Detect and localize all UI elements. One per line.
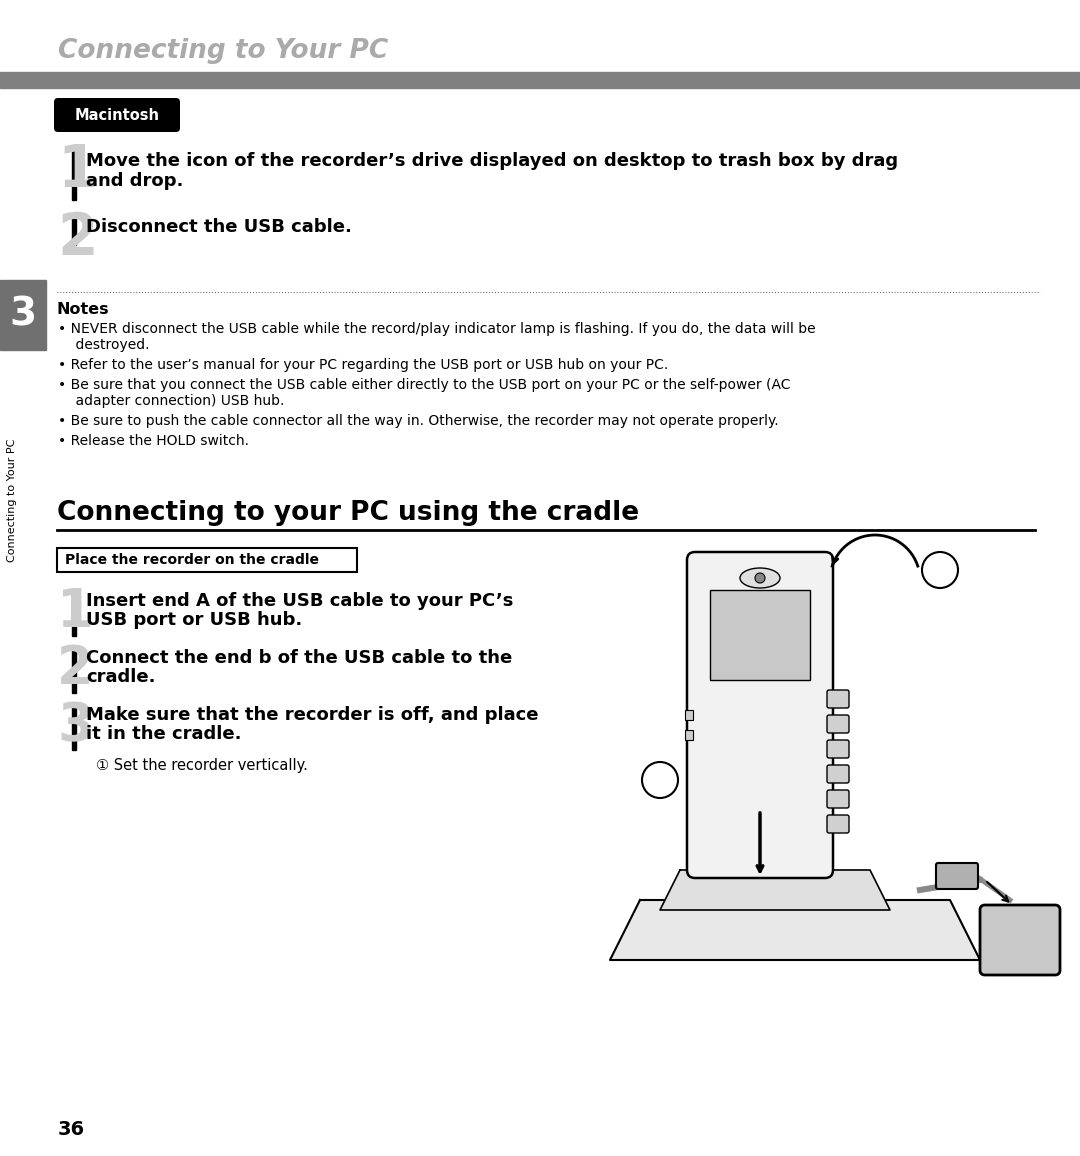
Text: 36: 36: [58, 1120, 85, 1139]
Text: Make sure that the recorder is off, and place: Make sure that the recorder is off, and …: [86, 706, 539, 724]
Circle shape: [642, 762, 678, 798]
Text: • Be sure that you connect the USB cable either directly to the USB port on your: • Be sure that you connect the USB cable…: [58, 378, 791, 392]
Text: Connecting to your PC using the cradle: Connecting to your PC using the cradle: [57, 501, 639, 526]
Text: 1: 1: [654, 772, 665, 787]
Text: Place the recorder on the cradle: Place the recorder on the cradle: [65, 553, 319, 566]
Circle shape: [922, 553, 958, 588]
FancyBboxPatch shape: [827, 740, 849, 758]
Text: b: b: [1007, 922, 1032, 957]
Text: ① Set the recorder vertically.: ① Set the recorder vertically.: [96, 758, 308, 773]
Bar: [57, 548, 357, 572]
Bar: [685, 710, 693, 720]
Text: • Be sure to push the cable connector all the way in. Otherwise, the recorder ma: • Be sure to push the cable connector al…: [58, 414, 779, 428]
Polygon shape: [660, 870, 890, 910]
Text: Disconnect the USB cable.: Disconnect the USB cable.: [86, 218, 352, 236]
FancyBboxPatch shape: [54, 98, 180, 132]
Text: 3: 3: [10, 296, 37, 334]
Text: adapter connection) USB hub.: adapter connection) USB hub.: [58, 394, 284, 408]
Text: 3: 3: [57, 701, 94, 753]
Bar: [72, 215, 76, 245]
FancyBboxPatch shape: [827, 690, 849, 707]
FancyBboxPatch shape: [827, 765, 849, 783]
Bar: [72, 590, 76, 636]
Text: Macintosh: Macintosh: [75, 108, 160, 123]
Text: Connecting to Your PC: Connecting to Your PC: [6, 438, 17, 562]
Text: and drop.: and drop.: [86, 172, 184, 190]
Text: • NEVER disconnect the USB cable while the record/play indicator lamp is flashin: • NEVER disconnect the USB cable while t…: [58, 323, 815, 336]
Bar: [710, 590, 810, 680]
Bar: [72, 647, 76, 692]
Bar: [72, 148, 76, 200]
FancyBboxPatch shape: [827, 716, 849, 733]
Text: it in the cradle.: it in the cradle.: [86, 725, 242, 743]
Bar: [72, 704, 76, 750]
Bar: [0, 280, 46, 350]
Text: 2: 2: [57, 643, 94, 695]
Text: destroyed.: destroyed.: [58, 338, 149, 351]
Polygon shape: [610, 901, 980, 959]
Text: 2: 2: [934, 563, 945, 578]
Text: Notes: Notes: [57, 302, 110, 317]
FancyBboxPatch shape: [827, 815, 849, 833]
Ellipse shape: [740, 568, 780, 588]
Text: 1: 1: [57, 586, 94, 638]
Text: 2: 2: [57, 210, 97, 267]
FancyBboxPatch shape: [980, 905, 1059, 975]
Bar: [685, 729, 693, 740]
Text: • Refer to the user’s manual for your PC regarding the USB port or USB hub on yo: • Refer to the user’s manual for your PC…: [58, 358, 669, 372]
Text: Connecting to Your PC: Connecting to Your PC: [58, 38, 388, 64]
FancyBboxPatch shape: [687, 553, 833, 879]
Text: cradle.: cradle.: [86, 668, 156, 686]
Text: Insert end A of the USB cable to your PC’s: Insert end A of the USB cable to your PC…: [86, 592, 513, 610]
Text: USB port or USB hub.: USB port or USB hub.: [86, 612, 302, 629]
Text: 1: 1: [57, 142, 97, 199]
Text: Move the icon of the recorder’s drive displayed on desktop to trash box by drag: Move the icon of the recorder’s drive di…: [86, 151, 899, 170]
Circle shape: [755, 573, 765, 583]
Bar: [0, 72, 1080, 88]
FancyBboxPatch shape: [827, 790, 849, 808]
FancyBboxPatch shape: [936, 864, 978, 889]
Text: Connect the end b of the USB cable to the: Connect the end b of the USB cable to th…: [86, 649, 512, 667]
Text: • Release the HOLD switch.: • Release the HOLD switch.: [58, 434, 249, 449]
